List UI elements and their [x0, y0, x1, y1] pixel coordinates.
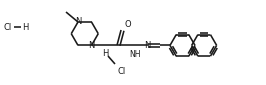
Text: Cl: Cl: [118, 66, 126, 75]
Text: N: N: [88, 41, 95, 50]
Text: O: O: [124, 20, 131, 29]
Text: H: H: [102, 49, 108, 57]
Text: H: H: [22, 23, 28, 32]
Text: Cl: Cl: [4, 23, 12, 32]
Text: N: N: [144, 41, 151, 50]
Text: NH: NH: [129, 50, 141, 59]
Text: N: N: [75, 18, 81, 27]
